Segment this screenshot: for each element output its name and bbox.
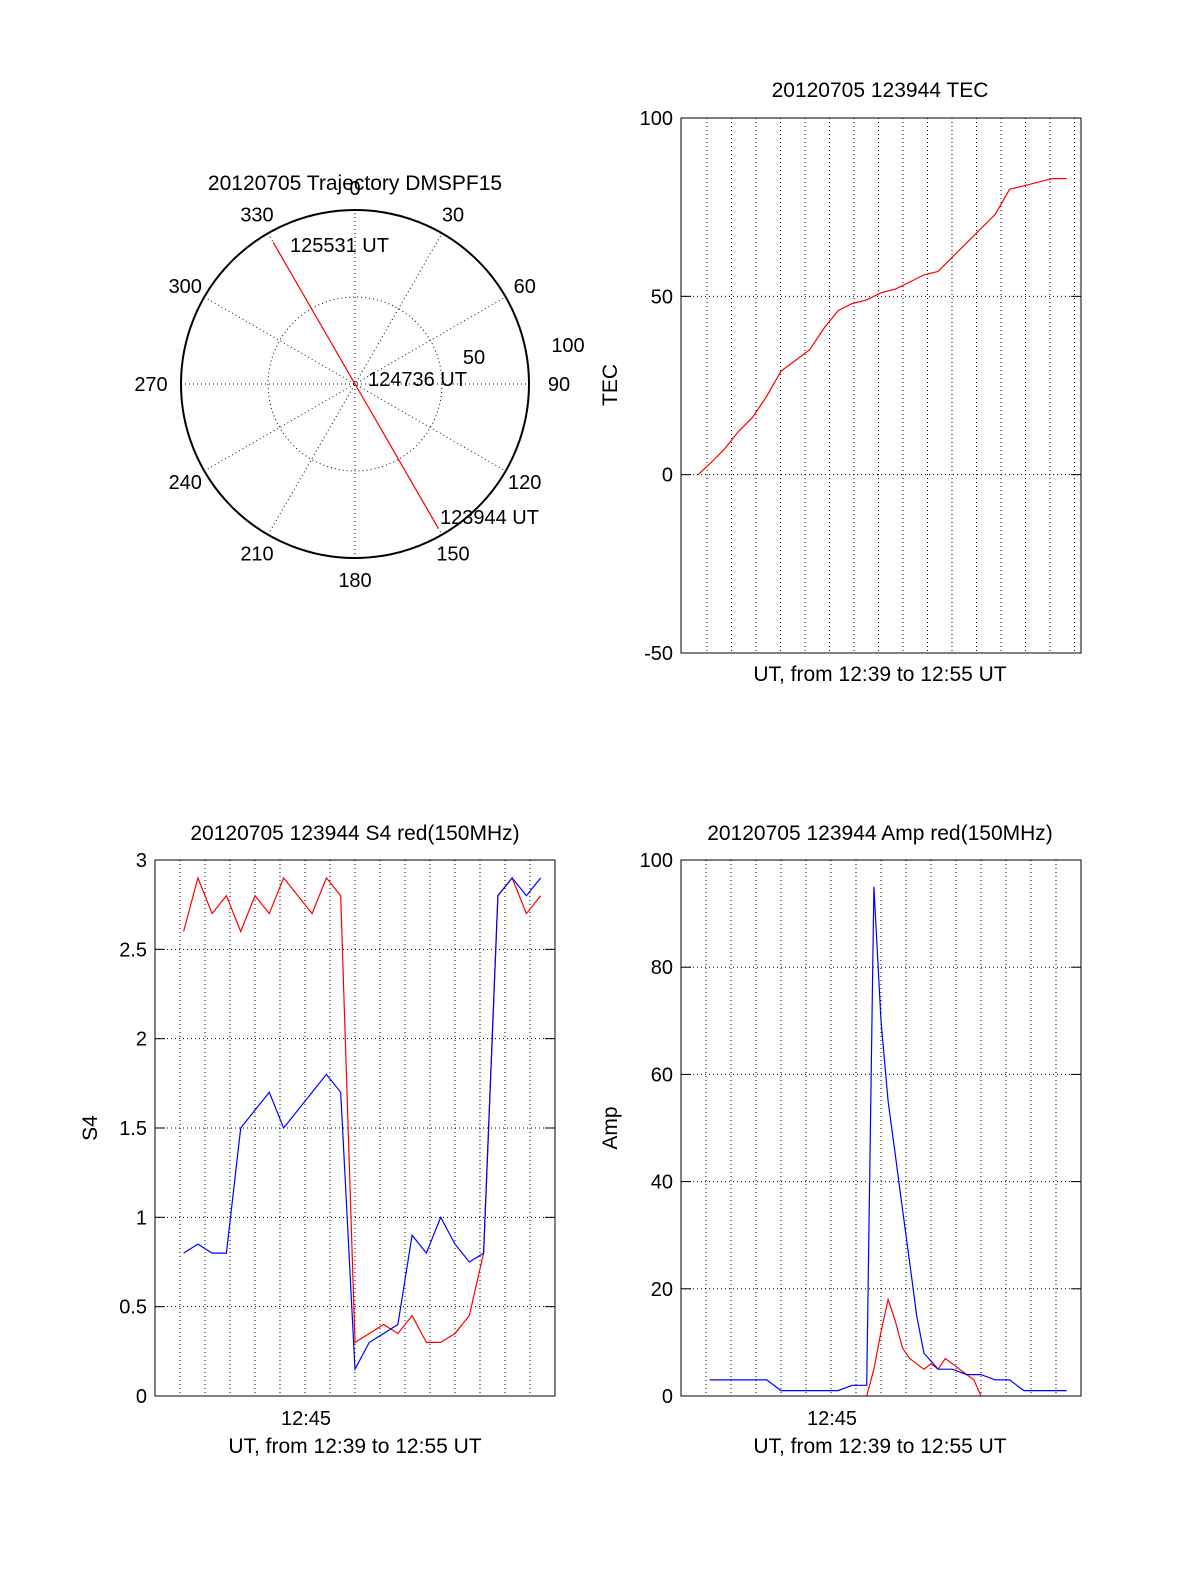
s4-x-axis-label: UT, from 12:39 to 12:55 UT (228, 1435, 481, 1458)
trajectory-title: 20120705 Trajectory DMSPF15 (208, 172, 502, 195)
polar-trajectory-line (272, 242, 440, 529)
polar-angle-label-330: 330 (240, 204, 273, 226)
s4-series (183, 875, 542, 1372)
amp-panel: 20120705 123944 Amp red(150MHz) 0 20 40 60 8… (599, 822, 1082, 1458)
s4-title: 20120705 123944 S4 red(150MHz) (190, 822, 519, 845)
amp-plot-frame (680, 859, 1082, 1397)
polar-angle-label-270: 270 (134, 374, 167, 396)
y-tick-label: 0 (662, 1386, 673, 1408)
y-tick-label: 80 (651, 957, 673, 979)
polar-radius-label-100: 100 (551, 335, 584, 357)
amp-grid (681, 859, 1081, 1397)
s4-plot-frame (154, 859, 556, 1397)
tec-series (697, 178, 1067, 476)
polar-angle-label-240: 240 (169, 472, 202, 494)
y-tick-label: 0.5 (119, 1297, 147, 1319)
y-tick-label: 50 (651, 286, 673, 308)
trajectory-panel: 20120705 Trajectory DMSPF15 0 30 60 90 120 15… (134, 172, 584, 592)
polar-angle-label-180: 180 (338, 570, 371, 592)
series-line-1 (183, 875, 542, 1344)
y-tick-label: 2.5 (119, 939, 147, 961)
tec-title: 20120705 123944 TEC (772, 79, 989, 102)
polar-angle-labels: 0 30 60 90 120 150 180 210 240 270 300 330 (134, 178, 570, 592)
s4-y-axis-label: S4 (79, 1115, 102, 1141)
s4-panel: 20120705 123944 S4 red(150MHz) 0 0.5 1 1.5 2… (79, 822, 556, 1458)
trajectory-start-time-label: 123944 UT (440, 507, 539, 529)
polar-trajectory-series (272, 242, 440, 529)
polar-angle-label-60: 60 (514, 276, 536, 298)
y-tick-label: 0 (136, 1386, 147, 1408)
y-tick-label: 100 (640, 850, 673, 872)
amp-x-axis-label: UT, from 12:39 to 12:55 UT (753, 1435, 1006, 1458)
y-tick-label: 1 (136, 1207, 147, 1229)
amp-series (709, 886, 1067, 1397)
amp-x-tick-label: 12:45 (807, 1408, 857, 1430)
y-tick-label: 100 (640, 108, 673, 130)
s4-y-tick-labels: 0 0.5 1 1.5 2 2.5 3 (119, 850, 147, 1408)
series-line-1 (866, 1297, 982, 1397)
tec-plot-frame (680, 117, 1082, 654)
amp-y-tick-labels: 0 20 40 60 80 100 (640, 850, 673, 1408)
y-tick-label: 3 (136, 850, 147, 872)
s4-x-tick-label: 12:45 (281, 1408, 331, 1430)
polar-angle-label-210: 210 (240, 544, 273, 566)
polar-angle-label-120: 120 (508, 472, 541, 494)
y-tick-label: 40 (651, 1172, 673, 1194)
polar-angle-label-0: 0 (349, 178, 360, 200)
tec-x-axis-label: UT, from 12:39 to 12:55 UT (753, 663, 1006, 686)
tec-y-axis-label: TEC (599, 364, 622, 406)
tec-y-tick-labels: -50 0 50 100 (640, 108, 673, 665)
polar-grid (180, 209, 530, 559)
polar-angle-label-150: 150 (436, 544, 469, 566)
tec-panel: 20120705 123944 TEC -50 0 50 100 TEC UT, fr… (599, 79, 1082, 686)
series-line-2 (183, 876, 542, 1372)
amp-y-axis-label: Amp (599, 1106, 622, 1149)
y-tick-label: 60 (651, 1064, 673, 1086)
y-tick-label: 2 (136, 1029, 147, 1051)
amp-title: 20120705 123944 Amp red(150MHz) (707, 822, 1053, 845)
s4-grid (155, 859, 555, 1397)
polar-angle-label-30: 30 (442, 204, 464, 226)
y-tick-label: 0 (662, 465, 673, 487)
y-tick-label: 20 (651, 1279, 673, 1301)
series-line-2 (709, 886, 1067, 1392)
y-tick-label: -50 (644, 643, 673, 665)
polar-angle-label-90: 90 (548, 374, 570, 396)
tec-grid (681, 117, 1081, 654)
series-line-1 (697, 178, 1067, 476)
polar-angle-label-300: 300 (169, 276, 202, 298)
y-tick-label: 1.5 (119, 1118, 147, 1140)
polar-radius-label-50: 50 (463, 347, 485, 369)
trajectory-end-time-label: 125531 UT (290, 235, 389, 257)
trajectory-zenith-time-label: 124736 UT (368, 369, 467, 391)
